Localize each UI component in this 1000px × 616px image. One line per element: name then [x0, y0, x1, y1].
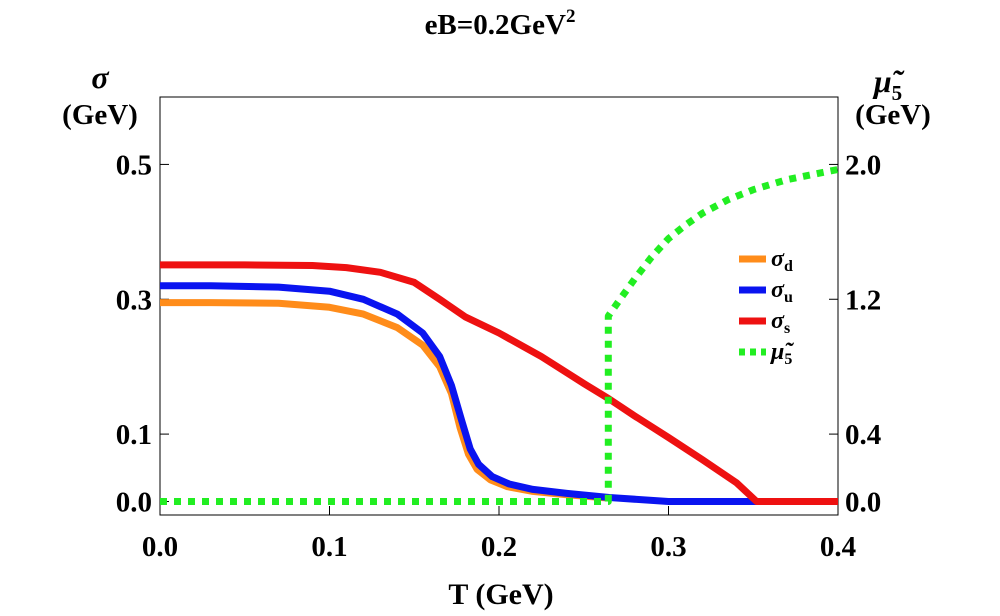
- y-right-tick-label: 2.0: [845, 149, 881, 181]
- y-left-tick-label: 0.0: [116, 487, 152, 519]
- legend-label: σs: [771, 308, 790, 337]
- chart-title: eB=0.2GeV2: [425, 6, 576, 41]
- y-left-label-symbol: σ: [91, 59, 109, 95]
- x-tick-label: 0.3: [650, 531, 686, 563]
- legend-label: σu: [771, 277, 793, 306]
- legend-label: μ̃5: [769, 339, 794, 368]
- series-line-d: [160, 299, 610, 502]
- y-left-label-unit: (GeV): [62, 99, 138, 131]
- y-left-tick-label: 0.1: [116, 419, 152, 451]
- y-right-label-unit: (GeV): [855, 99, 931, 131]
- y-right-tick-label: 0.0: [845, 487, 881, 519]
- series-line-u: [160, 282, 838, 505]
- x-tick-label: 0.2: [481, 531, 517, 563]
- y-right-tick-label: 1.2: [845, 284, 881, 316]
- series-line-5: [160, 166, 839, 505]
- x-tick-label: 0.1: [311, 531, 347, 563]
- legend-label: σd: [771, 246, 793, 275]
- ticks: 0.0 0.1 0.2 0.3 0.4 0.0 0.1 0.3 0.5 0.0 0.4 1.2 2.0: [116, 149, 882, 563]
- x-axis-label: T (GeV): [448, 578, 553, 611]
- y-left-tick-label: 0.5: [116, 149, 152, 181]
- x-tick-label: 0.4: [820, 531, 856, 563]
- y-left-tick-label: 0.3: [116, 284, 152, 316]
- series-group: [160, 166, 839, 505]
- chart-title-superscript: 2: [566, 6, 576, 27]
- y-right-tick-label: 0.4: [845, 419, 881, 451]
- y-right-label-subscript: 5: [892, 81, 903, 105]
- series-line-s: [160, 261, 838, 505]
- x-tick-label: 0.0: [142, 531, 178, 563]
